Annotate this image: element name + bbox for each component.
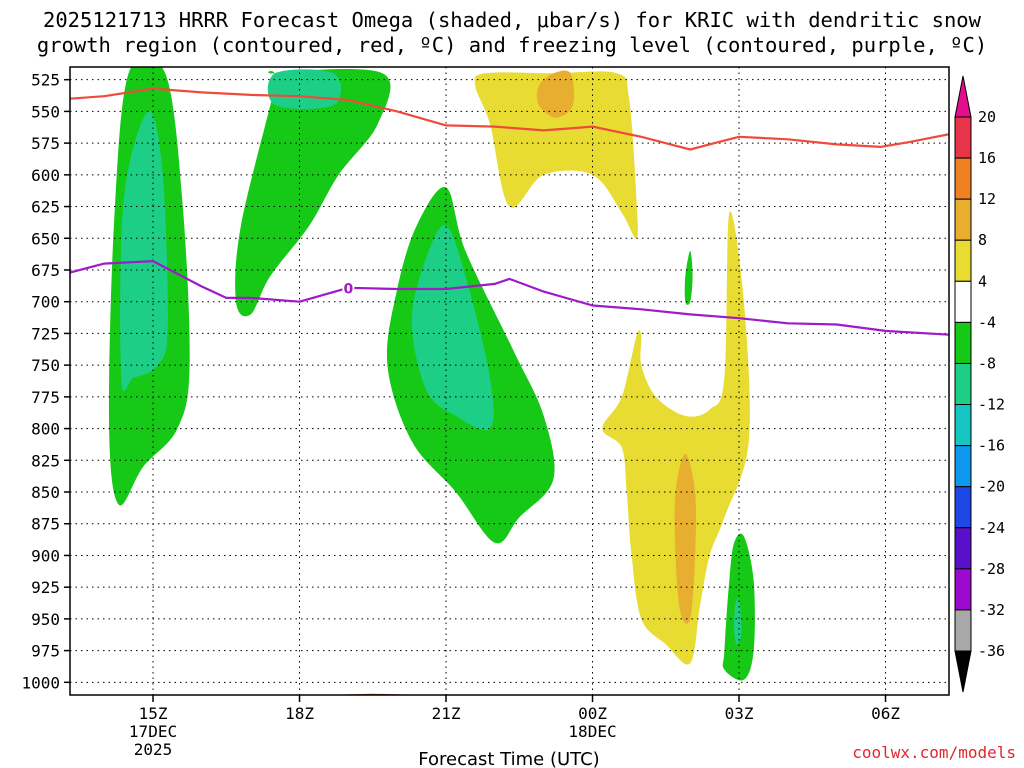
omega-region-8: [536, 70, 575, 118]
colorbar-swatch: [954, 609, 972, 652]
x-axis-label: Forecast Time (UTC): [418, 749, 599, 768]
omega-region-10: [674, 453, 697, 624]
colorbar-tick-label: 16: [978, 149, 996, 167]
omega-region-2: [120, 111, 168, 392]
omega-region-9: [602, 211, 750, 665]
colorbar-tick-label: 20: [978, 108, 996, 126]
chart-title-line-2: growth region (contoured, red, ºC) and f…: [37, 33, 987, 57]
colorbar-swatch: [954, 404, 972, 447]
colorbar-swatch: [954, 527, 972, 570]
chart-title-line-1: 2025121713 HRRR Forecast Omega (shaded, …: [43, 8, 982, 32]
colorbar-swatch: [954, 568, 972, 611]
x-tick-label: 15Z: [139, 704, 168, 723]
y-tick-label: 625: [31, 198, 60, 217]
omega-region-6: [411, 225, 494, 431]
colorbar-swatch: [954, 157, 972, 200]
x-tick-label: 00Z: [578, 704, 607, 723]
y-axis: 525 550 575 600 625 650 675 700 725 750 775 800 825 8…: [21, 71, 70, 692]
colorbar-tick-label: -32: [978, 601, 1005, 619]
y-tick-label: 850: [31, 483, 60, 502]
colorbar-top-arrow: [954, 75, 972, 118]
colorbar-tick-label: -20: [978, 478, 1005, 496]
colorbar-swatch: [954, 321, 972, 364]
y-tick-label: 1000: [21, 673, 60, 692]
y-tick-label: 975: [31, 642, 60, 661]
x-tick-label: 21Z: [432, 704, 461, 723]
plot-area: 0: [69, 66, 950, 696]
colorbar-swatch: [954, 198, 972, 241]
y-tick-label: 725: [31, 324, 60, 343]
freezing-level-line: [70, 260, 949, 336]
omega-region-7: [474, 71, 638, 239]
y-tick-label: 925: [31, 578, 60, 597]
x-tick-label: 18Z: [285, 704, 314, 723]
y-tick-label: 675: [31, 261, 60, 280]
y-tick-label: 900: [31, 546, 60, 565]
omega-region-11: [684, 251, 693, 305]
y-tick-label: 825: [31, 451, 60, 470]
y-tick-label: 875: [31, 515, 60, 534]
colorbar-tick-label: -4: [978, 313, 996, 331]
x-tick-label: 06Z: [871, 704, 900, 723]
freezing-level-label: 0: [343, 281, 353, 297]
colorbar-tick-label: -28: [978, 560, 1005, 578]
colorbar-tick-label: 8: [978, 231, 987, 249]
omega-region-4: [267, 69, 342, 109]
omega-region-3: [235, 69, 391, 317]
y-tick-label: 750: [31, 356, 60, 375]
y-tick-label: 950: [31, 610, 60, 629]
x-tick-label: 03Z: [725, 704, 754, 723]
colorbar-swatch: [954, 445, 972, 488]
colorbar-tick-label: -8: [978, 354, 996, 372]
colorbar-tick-label: -36: [978, 642, 1005, 660]
colorbar-bottom-arrow: [954, 650, 972, 693]
credit-text: coolwx.com/models: [852, 743, 1016, 762]
y-tick-label: 650: [31, 229, 60, 248]
plot-frame: [69, 66, 950, 696]
colorbar-swatch: [954, 362, 972, 406]
colorbar-tick-label: -12: [978, 396, 1005, 414]
y-tick-label: 700: [31, 293, 60, 312]
colorbar: 20 16 12 8 4 -4 -8 -12 -16 -20 -24 -28 -32 -36: [954, 75, 1005, 693]
colorbar-tick-label: 12: [978, 190, 996, 208]
y-tick-label: 775: [31, 388, 60, 407]
freezing-label-bg: [342, 280, 355, 297]
y-tick-label: 600: [31, 166, 60, 185]
colorbar-swatch: [954, 239, 972, 282]
x-tick-label: 17DEC: [129, 722, 177, 741]
colorbar-swatch: [954, 486, 972, 529]
colorbar-swatch: [954, 116, 972, 159]
y-tick-label: 550: [31, 102, 60, 121]
y-tick-label: 800: [31, 420, 60, 439]
colorbar-tick-label: -16: [978, 437, 1005, 455]
y-tick-label: 575: [31, 134, 60, 153]
x-tick-label: 18DEC: [568, 722, 616, 741]
colorbar-swatch: [954, 280, 972, 323]
omega-region-13: [734, 598, 742, 645]
colorbar-tick-label: 4: [978, 272, 987, 290]
dgz-contour-line: [70, 87, 949, 151]
colorbar-tick-label: -24: [978, 519, 1005, 537]
y-tick-label: 525: [31, 71, 60, 90]
x-tick-label: 2025: [134, 740, 173, 759]
